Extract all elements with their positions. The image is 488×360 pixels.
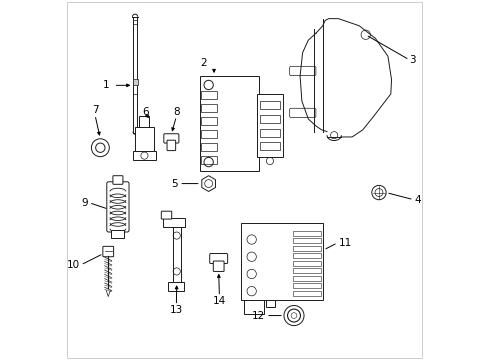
Polygon shape bbox=[202, 176, 215, 192]
Bar bbox=[244, 300, 264, 314]
Bar bbox=[241, 223, 323, 300]
Bar bbox=[292, 261, 320, 266]
Bar bbox=[201, 104, 216, 112]
Bar bbox=[139, 116, 149, 127]
Text: 3: 3 bbox=[408, 55, 415, 65]
FancyBboxPatch shape bbox=[209, 253, 227, 264]
Bar bbox=[292, 253, 320, 258]
Bar bbox=[292, 230, 320, 235]
Text: 4: 4 bbox=[414, 195, 421, 205]
Text: 7: 7 bbox=[91, 105, 98, 115]
FancyBboxPatch shape bbox=[111, 230, 124, 238]
Bar bbox=[292, 291, 320, 296]
Text: 11: 11 bbox=[338, 238, 351, 248]
Bar bbox=[201, 91, 216, 99]
Text: 8: 8 bbox=[173, 107, 179, 117]
FancyBboxPatch shape bbox=[161, 211, 171, 219]
Text: 5: 5 bbox=[171, 179, 178, 189]
Bar bbox=[260, 129, 280, 136]
Bar bbox=[260, 102, 280, 109]
FancyBboxPatch shape bbox=[213, 261, 224, 271]
Bar bbox=[168, 282, 183, 291]
Text: 6: 6 bbox=[142, 107, 149, 117]
Bar bbox=[135, 127, 153, 151]
Bar bbox=[265, 300, 274, 307]
FancyBboxPatch shape bbox=[289, 108, 315, 118]
Bar bbox=[292, 283, 320, 288]
Text: 12: 12 bbox=[251, 311, 265, 320]
Bar bbox=[133, 17, 137, 134]
Bar bbox=[292, 276, 320, 281]
Text: 14: 14 bbox=[212, 296, 225, 306]
FancyBboxPatch shape bbox=[163, 134, 179, 143]
Bar bbox=[292, 268, 320, 273]
Bar bbox=[163, 219, 184, 227]
FancyBboxPatch shape bbox=[113, 176, 122, 184]
Bar bbox=[199, 76, 258, 171]
Bar bbox=[172, 220, 180, 282]
Bar bbox=[201, 117, 216, 125]
FancyBboxPatch shape bbox=[102, 246, 113, 257]
Bar bbox=[201, 130, 216, 138]
FancyBboxPatch shape bbox=[167, 140, 175, 150]
Bar bbox=[133, 151, 155, 160]
Text: 2: 2 bbox=[200, 58, 206, 68]
Text: 9: 9 bbox=[81, 198, 88, 208]
Bar bbox=[201, 156, 216, 164]
Bar bbox=[260, 115, 280, 123]
Bar bbox=[260, 142, 280, 150]
Bar bbox=[292, 246, 320, 251]
Bar bbox=[201, 143, 216, 151]
FancyBboxPatch shape bbox=[289, 66, 315, 76]
Bar bbox=[292, 238, 320, 243]
Bar bbox=[257, 94, 282, 157]
Bar bbox=[132, 78, 137, 85]
Text: 13: 13 bbox=[169, 305, 183, 315]
FancyBboxPatch shape bbox=[106, 182, 129, 232]
Text: 1: 1 bbox=[103, 80, 109, 90]
Text: 10: 10 bbox=[66, 260, 80, 270]
